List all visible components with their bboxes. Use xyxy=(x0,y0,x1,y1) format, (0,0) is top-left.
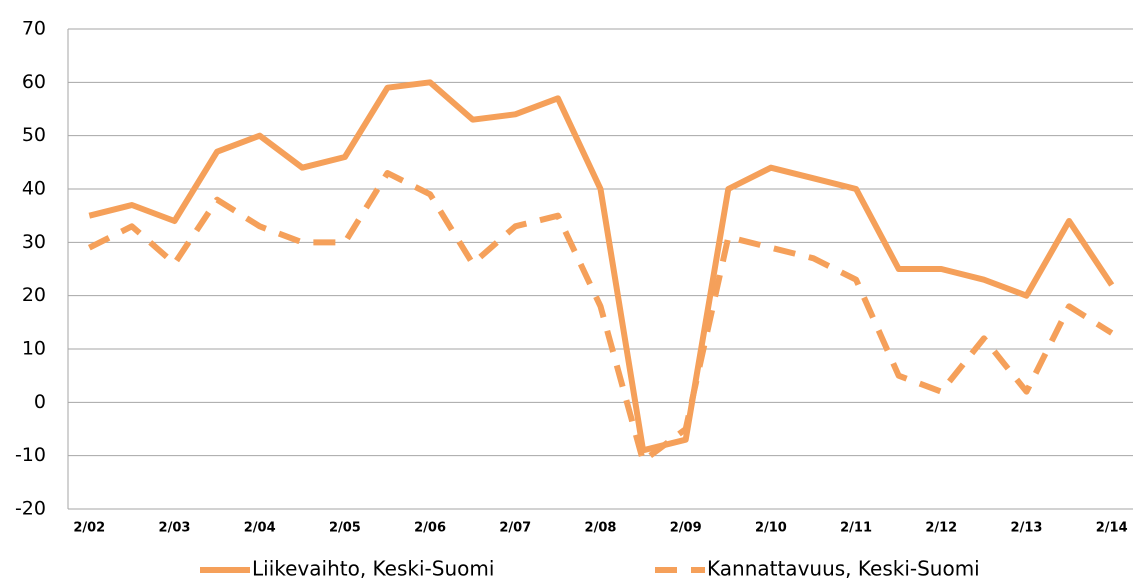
x-tick-label: 2/12 xyxy=(925,521,957,536)
y-tick-label: 70 xyxy=(22,18,46,40)
x-tick-label: 2/07 xyxy=(499,521,531,536)
y-tick-label: 0 xyxy=(34,391,46,413)
x-tick-label: 2/13 xyxy=(1011,521,1043,536)
series-line xyxy=(87,170,1114,464)
y-tick-label: 40 xyxy=(22,178,46,200)
legend-label: Liikevaihto, Keski-Suomi xyxy=(252,557,494,581)
y-tick-label: 10 xyxy=(22,338,46,360)
legend-label: Kannattavuus, Keski-Suomi xyxy=(707,557,980,581)
series-line xyxy=(88,79,1115,454)
x-tick-label: 2/03 xyxy=(159,521,191,536)
x-tick-label: 2/02 xyxy=(73,521,105,536)
y-tick-label: 30 xyxy=(22,231,46,253)
x-tick-label: 2/08 xyxy=(585,521,617,536)
y-tick-label: 60 xyxy=(22,71,46,93)
x-tick-label: 2/06 xyxy=(414,521,446,536)
x-tick-label: 2/14 xyxy=(1096,521,1128,536)
x-tick-label: 2/09 xyxy=(670,521,702,536)
x-tick-label: 2/04 xyxy=(244,521,276,536)
y-tick-label: 50 xyxy=(22,124,46,146)
x-tick-label: 2/11 xyxy=(840,521,872,536)
y-tick-label: -20 xyxy=(15,498,46,520)
y-tick-label: 20 xyxy=(22,284,46,306)
y-tick-label: -10 xyxy=(15,444,46,466)
x-tick-label: 2/05 xyxy=(329,521,361,536)
x-tick-label: 2/10 xyxy=(755,521,787,536)
